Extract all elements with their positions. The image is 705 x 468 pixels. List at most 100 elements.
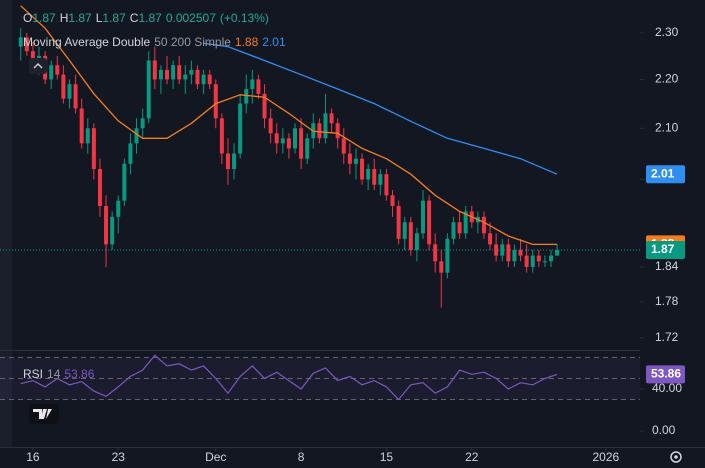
high-value: 1.87 — [68, 11, 92, 25]
candle-body — [171, 65, 176, 80]
candle-body — [329, 113, 334, 124]
candle-body — [207, 74, 212, 85]
candle-body — [396, 206, 401, 239]
candle-body — [104, 206, 109, 245]
rsi-length: 14 — [47, 367, 61, 381]
x-tick-label: 16 — [26, 450, 40, 464]
candle-body — [293, 128, 298, 149]
change-value: 0.002507 — [165, 11, 216, 25]
rsi-line — [20, 354, 558, 401]
x-tick-label: 8 — [298, 450, 305, 464]
y-tick-label: 1.84 — [655, 259, 679, 273]
candle-body — [49, 65, 54, 80]
candle-body — [347, 153, 352, 164]
candle-body — [481, 216, 486, 234]
candle-body — [97, 169, 102, 207]
candle-body — [353, 158, 358, 164]
candle-body — [518, 249, 523, 256]
rsi-y-tick-label: 0.00 — [652, 423, 676, 437]
indicator-legend[interactable]: Moving Average Double 50 200 Simple 1.88… — [23, 35, 286, 49]
candle-body — [274, 133, 279, 144]
candle-body — [268, 118, 273, 134]
candle-body — [189, 69, 194, 75]
candle-body — [183, 74, 188, 80]
candle-body — [317, 123, 322, 139]
candle-body — [61, 74, 66, 99]
candle-body — [421, 200, 426, 234]
moving-average-line — [203, 42, 558, 175]
candle-body — [506, 244, 511, 262]
y-tick-label: 2.10 — [655, 120, 679, 134]
candle-body — [280, 138, 285, 144]
candle-body — [536, 255, 541, 262]
ma200-price-label: 2.01 — [651, 166, 675, 180]
candle-body — [530, 255, 535, 267]
close-label: C — [129, 11, 139, 25]
ma200-price-label-box — [646, 165, 685, 184]
x-tick-label: 2026 — [593, 450, 620, 464]
candle-body — [378, 174, 383, 185]
high-label: H — [59, 11, 69, 25]
candle-body — [146, 60, 151, 119]
candle-body — [457, 222, 462, 234]
candle-body — [18, 37, 23, 47]
close-value: 1.87 — [138, 11, 162, 25]
candle-body — [390, 195, 395, 207]
candle-body — [250, 79, 255, 90]
rsi-price-label-box — [646, 365, 685, 384]
candle-body — [91, 128, 96, 170]
candle-body — [225, 153, 230, 170]
candle-body — [67, 84, 72, 99]
candle-body — [402, 222, 407, 239]
ohlc-legend: O1.87 H1.87 L1.87 C1.87 0.002507 (+0.13%… — [23, 11, 269, 25]
moving-average-line — [20, 5, 558, 246]
candle-body — [305, 138, 310, 159]
candle-body — [85, 128, 90, 144]
change-percent: (+0.13%) — [219, 11, 269, 25]
candle-body — [433, 244, 438, 262]
low-value: 1.87 — [102, 11, 126, 25]
ma50-value: 1.88 — [234, 35, 259, 49]
rsi-legend[interactable]: RSI 14 53.86 — [23, 367, 94, 381]
candle-body — [341, 138, 346, 154]
settings-icon[interactable] — [670, 451, 682, 463]
left-toolbar[interactable] — [0, 0, 12, 448]
last-price-label-box — [646, 240, 685, 259]
candle-body — [122, 163, 127, 201]
candle-body — [366, 169, 371, 180]
open-label: O — [23, 11, 33, 25]
rsi-y-tick-label: 40.00 — [652, 381, 682, 395]
settings-icon-center — [674, 455, 678, 459]
candle-body — [177, 65, 182, 80]
indicator-params: 50 200 Simple — [154, 35, 231, 49]
candle-body — [463, 211, 468, 234]
open-value: 1.87 — [32, 11, 56, 25]
collapse-button[interactable] — [29, 58, 47, 74]
candle-body — [549, 255, 554, 262]
candle-body — [110, 216, 115, 245]
candle-body — [219, 118, 224, 154]
candle-body — [116, 200, 121, 217]
candle-body — [195, 69, 200, 85]
candle-body — [323, 113, 328, 139]
candle-body — [335, 123, 340, 139]
candle-body — [439, 261, 444, 273]
x-tick-label: 23 — [112, 450, 126, 464]
candle-body — [372, 169, 377, 185]
candle-body — [55, 65, 60, 75]
candle-body — [213, 84, 218, 119]
candle-body — [488, 233, 493, 245]
y-tick-label: 2.30 — [655, 25, 679, 39]
x-tick-label: Dec — [205, 450, 226, 464]
candle-body — [360, 158, 365, 180]
candle-body — [134, 128, 139, 144]
x-tick-label: 15 — [380, 450, 394, 464]
candle-body — [286, 138, 291, 149]
candle-body — [244, 89, 249, 104]
candle-body — [201, 74, 206, 85]
candle-body — [152, 60, 157, 80]
candle-body — [451, 222, 456, 239]
ma200-value: 2.01 — [262, 35, 286, 49]
